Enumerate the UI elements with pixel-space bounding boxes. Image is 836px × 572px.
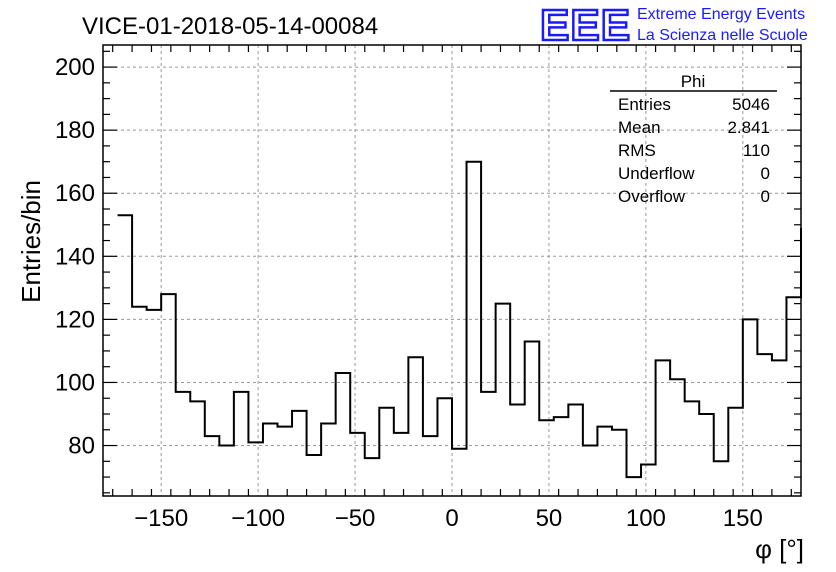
stats-label: RMS (618, 141, 656, 160)
run-title: VICE-01-2018-05-14-00084 (82, 13, 378, 40)
x-tick-label: 50 (536, 505, 563, 532)
histogram-outline (117, 160, 802, 479)
histogram-bin (568, 405, 583, 496)
histogram-bin (437, 398, 452, 496)
histogram-bin (394, 433, 409, 496)
y-tick-label: 160 (55, 180, 95, 207)
x-axis-ticks: −150 −100 −50 0 50 100 150 (112, 45, 792, 532)
histogram-bin (190, 401, 205, 496)
y-axis-label: Entries/bin (16, 180, 46, 303)
y-axis-ticks: 80 100 120 140 160 180 200 (55, 50, 801, 494)
histogram-bin (234, 392, 249, 496)
histogram-bin (350, 433, 365, 496)
histogram-bin (408, 357, 423, 496)
histogram-bin (670, 379, 685, 496)
histogram-bin (685, 401, 700, 496)
histogram-bin (481, 392, 496, 496)
histogram-bin (452, 449, 467, 496)
stats-box: Phi Entries 5046 Mean 2.841 RMS 110 Underflow 0… (610, 72, 777, 206)
histogram-bin (292, 411, 307, 496)
x-tick-label: −150 (134, 505, 188, 532)
histogram-bin (248, 442, 263, 496)
x-tick-label: −100 (231, 505, 285, 532)
x-tick-label: −50 (335, 505, 376, 532)
y-tick-label: 120 (55, 306, 95, 333)
stats-label: Overflow (618, 187, 686, 206)
stats-label: Entries (618, 95, 671, 114)
histogram-bin (597, 427, 612, 496)
histogram-bin (321, 423, 336, 496)
x-tick-label: 0 (445, 505, 458, 532)
histogram-bin (583, 446, 598, 496)
stats-label: Underflow (618, 164, 695, 183)
histogram-bin (757, 354, 772, 496)
histogram-bin (379, 408, 394, 496)
y-tick-label: 80 (68, 433, 95, 460)
stats-value: 0 (761, 164, 770, 183)
x-tick-label: 150 (723, 505, 763, 532)
histogram-bin (118, 215, 133, 496)
y-tick-label: 200 (55, 54, 95, 81)
eee-logo: EEE Extreme Energy Events La Scienza nel… (539, 0, 808, 51)
histogram-bin (525, 341, 540, 496)
stats-rows: Entries 5046 Mean 2.841 RMS 110 Underflow 0 Over… (618, 95, 770, 206)
plot-frame (102, 44, 802, 497)
histogram-bin (656, 360, 671, 496)
histogram-bin (714, 461, 729, 496)
histogram-bin (147, 310, 162, 496)
x-axis-label: φ [°] (755, 534, 804, 564)
stats-value: 2.841 (727, 118, 770, 137)
histogram-bin (132, 307, 147, 496)
logo-line-2: La Scienza nelle Scuole (637, 27, 808, 44)
histogram-bin (627, 477, 642, 496)
histogram-bin (176, 392, 191, 496)
histogram-bin (205, 436, 220, 496)
x-tick-label: 100 (626, 505, 666, 532)
histogram-bin (612, 430, 627, 496)
logo-line-1: Extreme Energy Events (637, 6, 805, 23)
logo-mark: EEE (540, 1, 631, 50)
histogram-bin (699, 414, 714, 496)
histogram-bin (743, 319, 758, 496)
histogram-bin (278, 427, 293, 496)
histogram-bin (219, 446, 234, 496)
histogram-bin (728, 408, 743, 496)
stats-title: Phi (681, 72, 706, 91)
histogram-bin (423, 436, 438, 496)
stats-value: 5046 (732, 95, 770, 114)
histogram-bin (554, 417, 569, 496)
histogram-bin (467, 162, 482, 496)
histogram-bin (539, 420, 554, 496)
stats-value: 0 (761, 187, 770, 206)
histogram-bin (786, 297, 801, 496)
histogram-bin (161, 294, 176, 496)
histogram-bin (496, 304, 511, 496)
stats-value: 110 (743, 141, 770, 160)
histogram-bin (365, 458, 380, 496)
y-tick-label: 180 (55, 117, 95, 144)
histogram-bin (641, 464, 656, 496)
stats-label: Mean (618, 118, 661, 137)
histogram-bin (263, 423, 278, 496)
grid-lines (103, 45, 801, 496)
histogram-bin (307, 455, 322, 496)
y-tick-label: 100 (55, 369, 95, 396)
y-tick-label: 140 (55, 243, 95, 270)
histogram-bin (336, 373, 351, 496)
histogram-bin (772, 360, 787, 496)
histogram-bin (510, 405, 525, 496)
